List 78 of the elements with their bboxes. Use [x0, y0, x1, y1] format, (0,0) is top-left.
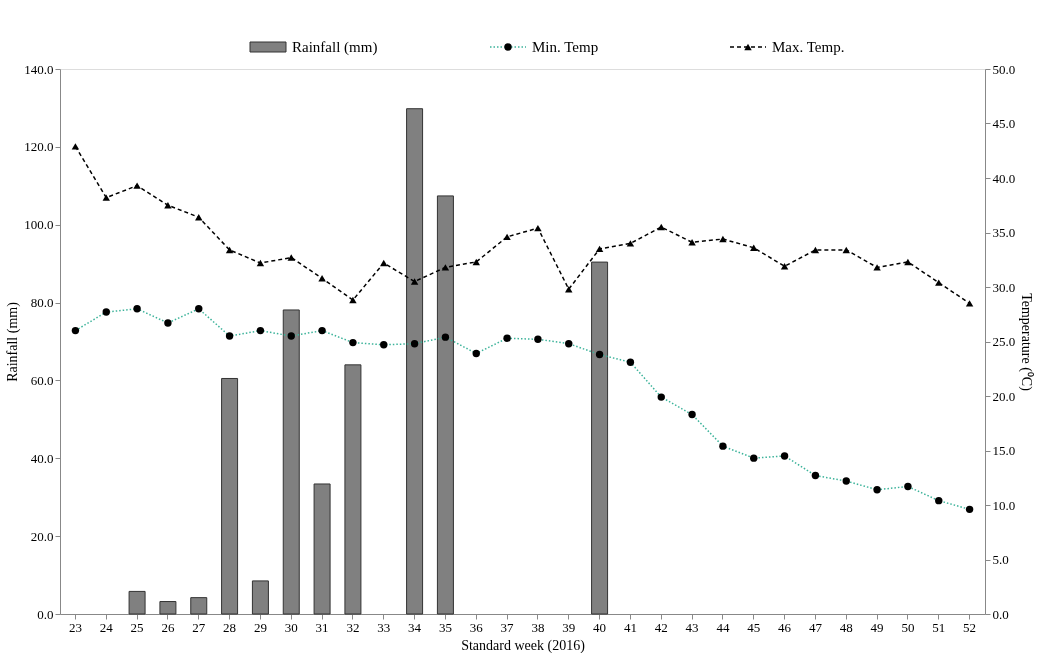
x-tick-label: 30	[284, 619, 298, 635]
x-axis-title: Standard week (2016)	[461, 637, 586, 653]
point	[935, 279, 943, 286]
y-tick-label: 20.0	[30, 528, 54, 544]
point	[256, 259, 265, 267]
x-tick-label: 27	[192, 619, 206, 635]
x-tick-label: 32	[346, 619, 360, 635]
y2-tick-label: 15.0	[992, 443, 1016, 458]
point	[225, 246, 234, 254]
y-tick-label: 120.0	[24, 139, 54, 155]
x-tick-label: 49	[870, 619, 884, 635]
x-tick-label: 46	[778, 619, 792, 635]
y-tick-label: 100.0	[24, 217, 54, 233]
point	[688, 239, 696, 246]
y2-tick-label: 40.0	[992, 170, 1016, 186]
y-tick-label: 40.0	[30, 450, 54, 466]
x-tick-label: 42	[654, 619, 668, 635]
point	[595, 245, 604, 253]
point	[380, 259, 388, 267]
y-tick-label: 60.0	[30, 372, 54, 388]
point	[657, 223, 665, 231]
y2-tick-label: 0.0	[992, 606, 1009, 622]
y2-tick-label: 35.0	[992, 225, 1016, 240]
y2-tick-label: 20.0	[992, 388, 1016, 404]
x-tick-label: 41	[623, 619, 637, 635]
x-tick-label: 38	[531, 619, 545, 635]
y2-tick-label: 30.0	[992, 279, 1016, 295]
legend-label: Rainfall (mm)	[292, 39, 378, 56]
y2-tick-label: 10.0	[992, 497, 1016, 513]
point	[842, 246, 850, 254]
x-tick-label: 33	[377, 619, 391, 635]
x-tick-label: 26	[161, 619, 175, 635]
point	[102, 194, 110, 201]
y-tick-label: 0.0	[37, 606, 54, 622]
x-tick-label: 47	[808, 619, 823, 635]
y-tick-label: 80.0	[30, 295, 54, 311]
point	[780, 263, 789, 270]
x-tick-label: 52	[963, 619, 977, 635]
x-tick-label: 23	[68, 619, 82, 635]
x-tick-label: 45	[747, 619, 761, 635]
x-tick-label: 48	[839, 619, 853, 635]
point	[71, 143, 80, 150]
point	[441, 264, 450, 271]
point	[965, 300, 974, 307]
y2-tick-label: 25.0	[992, 334, 1016, 349]
point	[410, 278, 419, 285]
x-tick-label: 29	[253, 619, 267, 635]
legend-label: Min. Temp	[532, 39, 599, 55]
x-tick-label: 31	[315, 619, 329, 635]
x-tick-label: 43	[685, 619, 699, 635]
x-tick-label: 44	[716, 619, 730, 635]
x-tick-label: 50	[901, 619, 915, 635]
x-tick-label: 25	[130, 619, 144, 635]
x-tick-label: 35	[438, 619, 452, 635]
legend-label: Max. Temp.	[772, 39, 845, 55]
x-tick-label: 36	[469, 619, 484, 635]
x-tick-label: 34	[408, 619, 422, 635]
x-tick-label: 24	[99, 619, 114, 635]
y2-tick-label: 45.0	[992, 116, 1016, 131]
point	[873, 264, 881, 271]
point	[904, 258, 912, 266]
point	[287, 254, 295, 261]
point	[503, 233, 511, 241]
x-tick-label: 39	[562, 619, 576, 635]
point	[472, 258, 480, 266]
x-tick-label: 40	[593, 619, 607, 635]
point	[133, 182, 141, 189]
x-tick-label: 28	[223, 619, 237, 635]
x-tick-label: 37	[500, 619, 515, 635]
y2-tick-label: 50.0	[992, 61, 1016, 77]
y2-axis-title: Temperature (⁰C)	[1018, 293, 1035, 392]
point	[750, 244, 758, 251]
x-tick-label: 51	[932, 619, 946, 635]
point	[626, 240, 635, 247]
y-tick-label: 140.0	[24, 61, 54, 77]
point	[811, 246, 820, 254]
y-axis-title: Rainfall (mm)	[5, 301, 22, 382]
y2-tick-label: 5.0	[992, 552, 1009, 567]
